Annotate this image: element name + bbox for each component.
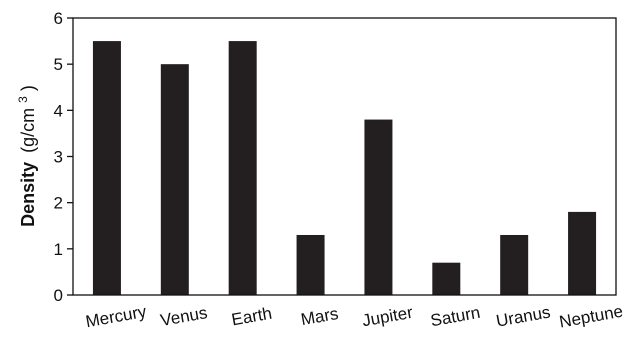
y-axis-ticks: 0 1 2 3 4 5 6 [54,9,73,305]
x-axis-labels: Mercury Venus Earth Mars Jupiter Saturn Uranus… [84,302,624,332]
x-tick-label-venus: Venus [159,303,209,330]
y-axis-title: Density (g/cm 3 ) [16,85,38,227]
x-tick-label-mercury: Mercury [84,302,148,331]
y-axis-label-unit-open: (g/cm [18,108,38,153]
plot-frame [72,17,617,296]
y-tick-label-2: 2 [54,194,63,213]
y-tick-label-3: 3 [54,148,63,167]
bar-saturn [432,262,461,295]
bar-neptune [568,211,597,295]
bar-mercury [92,41,121,296]
bar-uranus [500,234,529,295]
y-tick-label-4: 4 [54,101,63,120]
y-tick-label-1: 1 [54,240,63,259]
x-tick-label-mars: Mars [299,304,340,329]
x-tick-label-earth: Earth [230,304,273,330]
y-tick-label-6: 6 [54,9,63,28]
y-axis-label-unit-close: ) [18,85,38,91]
y-axis-label-main: Density [18,162,38,227]
bar-mars [296,234,325,295]
x-tick-label-neptune: Neptune [558,302,625,332]
x-tick-label-uranus: Uranus [495,302,552,330]
y-tick-label-5: 5 [54,55,63,74]
x-tick-label-saturn: Saturn [429,303,482,330]
bar-jupiter [364,119,393,295]
y-axis-label: Density (g/cm 3 ) [16,85,38,227]
y-axis-label-unit-sup: 3 [16,96,30,103]
x-tick-label-jupiter: Jupiter [361,303,415,331]
y-tick-label-0: 0 [54,286,63,305]
bar-venus [160,64,189,296]
bars [92,41,597,296]
bar-earth [228,41,257,296]
